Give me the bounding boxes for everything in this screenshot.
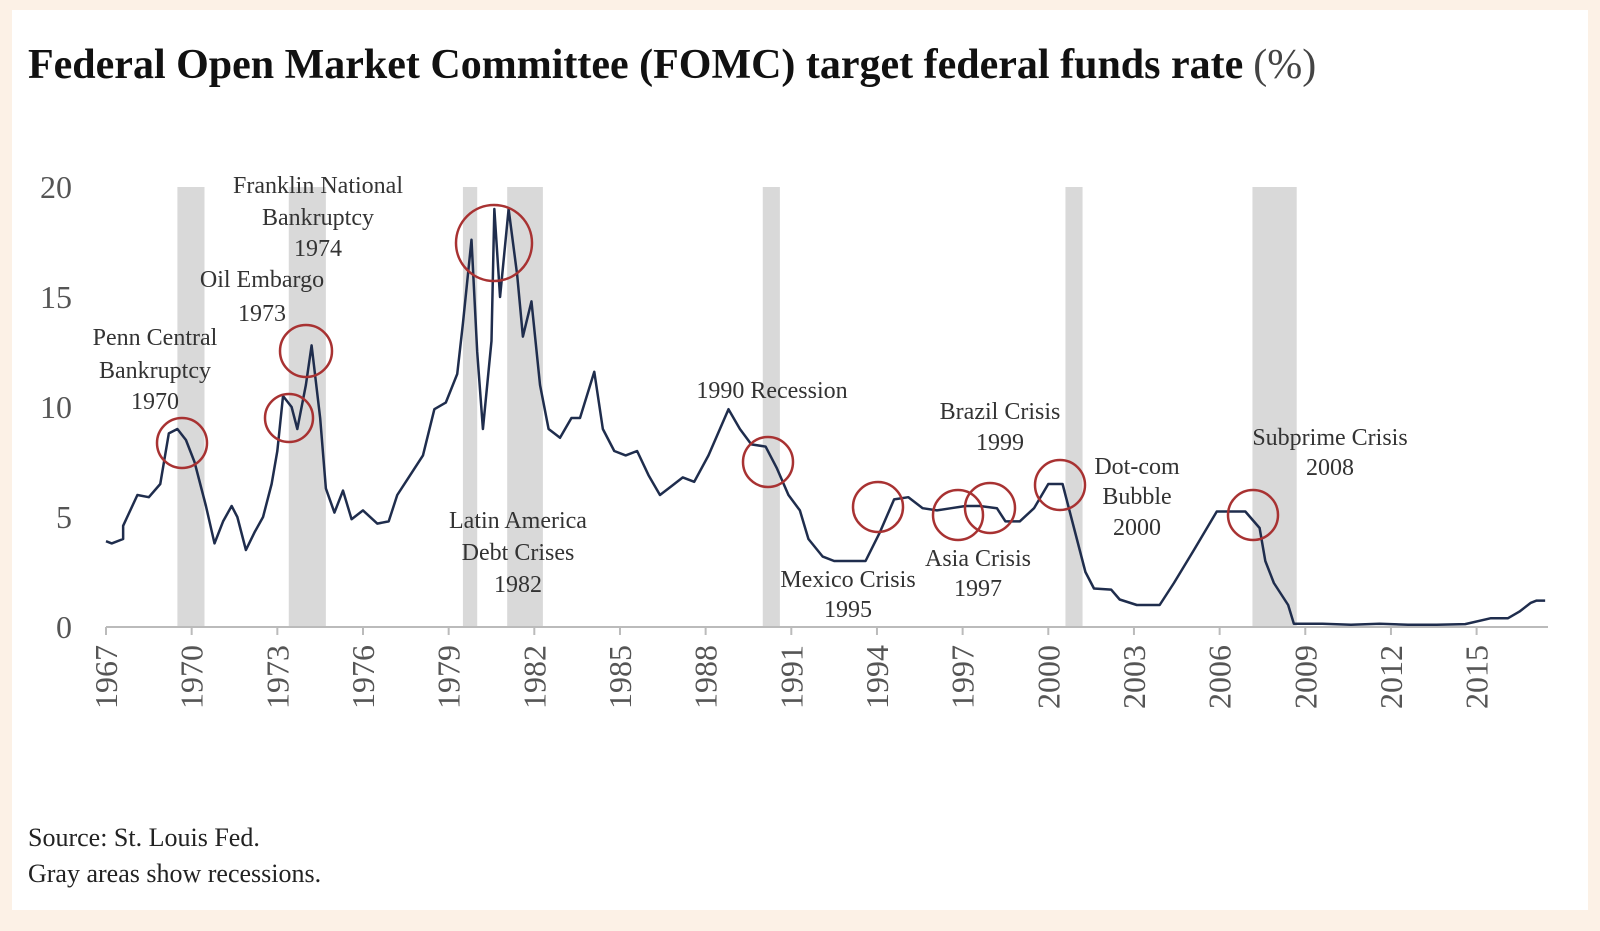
recession-band (177, 187, 205, 627)
event-label: Bankruptcy (262, 205, 374, 231)
event-label: Latin America (449, 508, 587, 534)
event-label: Bankruptcy (99, 358, 211, 384)
y-tick-label: 20 (40, 169, 72, 205)
x-tick-label: 1967 (88, 645, 124, 709)
event-circle (1226, 488, 1280, 542)
y-tick-label: 15 (40, 279, 72, 315)
footnote: Gray areas show recessions. (28, 859, 321, 888)
event-circle (263, 392, 315, 444)
event-circle (931, 488, 985, 542)
event-label: 1974 (294, 236, 342, 262)
event-label: Mexico Crisis (780, 567, 915, 593)
event-circle (1033, 458, 1087, 512)
event-label: 1982 (494, 572, 542, 598)
event-label: 1990 Recession (696, 378, 847, 404)
recession-band (762, 187, 780, 627)
event-label: 1973 (238, 301, 286, 327)
x-tick-label: 1991 (773, 645, 809, 709)
x-tick-label: 1994 (859, 645, 895, 709)
y-tick-label: 0 (56, 609, 72, 645)
event-label: Franklin National (233, 173, 403, 199)
event-label: Dot-com (1094, 454, 1180, 480)
recession-band (1065, 187, 1083, 627)
event-circle (278, 323, 334, 379)
x-tick-label: 1973 (259, 645, 295, 709)
recession-band (1252, 187, 1297, 627)
event-circle (454, 203, 534, 283)
event-circle (851, 480, 905, 534)
x-tick-label: 2003 (1116, 645, 1152, 709)
event-label: Debt Crises (462, 540, 575, 566)
event-label: 1999 (976, 430, 1024, 456)
event-label: Bubble (1102, 484, 1171, 510)
event-label: Asia Crisis (925, 546, 1031, 572)
event-label: 1995 (824, 597, 872, 623)
x-tick-label: 2015 (1459, 645, 1495, 709)
title-main: Federal Open Market Committee (FOMC) tar… (28, 42, 1243, 88)
x-tick-label: 2009 (1287, 645, 1323, 709)
event-circle (155, 416, 209, 470)
event-circle (963, 481, 1017, 535)
event-label: 1997 (954, 576, 1002, 602)
event-label: Brazil Crisis (940, 399, 1061, 425)
x-tick-label: 1985 (602, 645, 638, 709)
y-tick-label: 5 (56, 499, 72, 535)
event-circle (741, 435, 795, 489)
event-label: 1970 (131, 389, 179, 415)
event-label: Subprime Crisis (1252, 425, 1407, 451)
recession-band (507, 187, 543, 627)
title-unit: (%) (1253, 42, 1316, 88)
event-label: 2008 (1306, 455, 1354, 481)
x-tick-label: 2006 (1202, 645, 1238, 709)
x-tick-label: 1997 (945, 645, 981, 709)
y-tick-label: 10 (40, 389, 72, 425)
x-tick-label: 1982 (516, 645, 552, 709)
x-tick-label: 1979 (431, 645, 467, 709)
event-label: Penn Central (93, 325, 218, 351)
x-tick-label: 2012 (1373, 645, 1409, 709)
x-tick-label: 1976 (345, 645, 381, 709)
event-label: 2000 (1113, 515, 1161, 541)
x-tick-label: 1988 (688, 645, 724, 709)
event-label: Oil Embargo (200, 267, 324, 293)
chart-title: Federal Open Market Committee (FOMC) tar… (28, 42, 1316, 88)
x-tick-label: 2000 (1030, 645, 1066, 709)
footnote: Source: St. Louis Fed. (28, 823, 260, 852)
rate-line (105, 207, 1546, 627)
x-tick-label: 1970 (174, 645, 210, 709)
